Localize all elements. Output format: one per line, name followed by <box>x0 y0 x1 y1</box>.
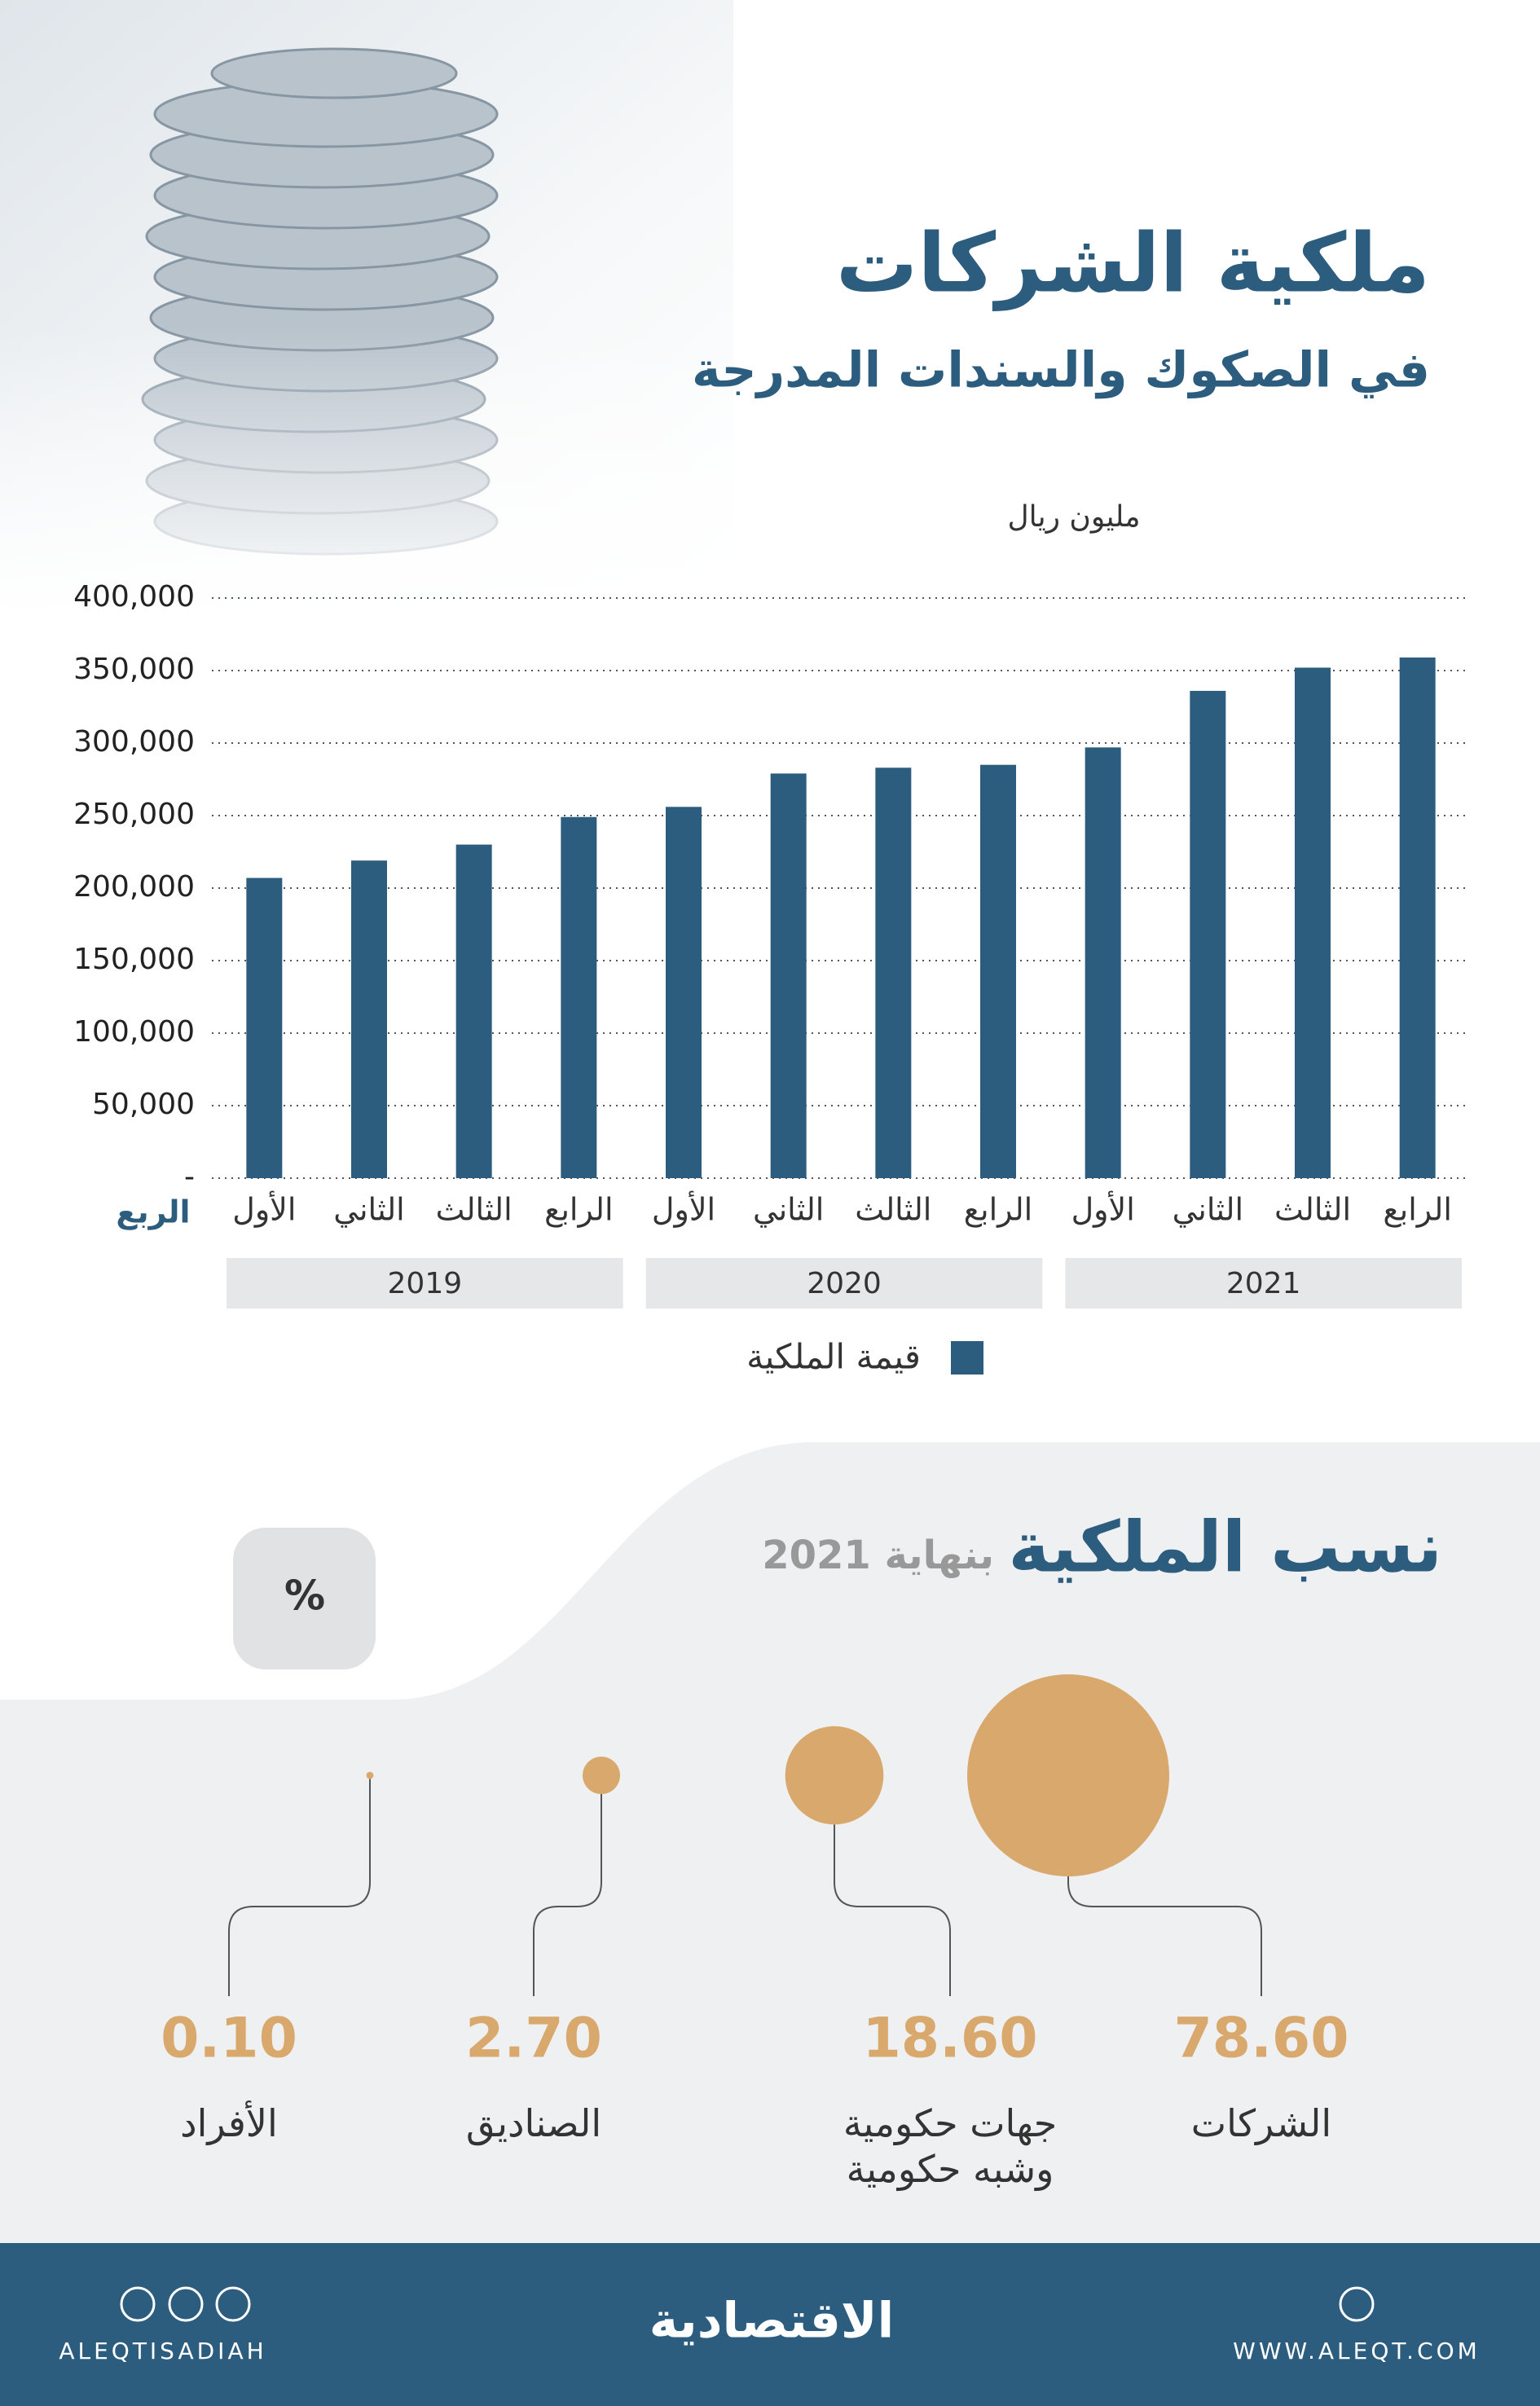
title: ملكية الشركات <box>836 215 1430 311</box>
x-tick-label: الأول <box>232 1190 296 1229</box>
x-axis-label: الربع <box>116 1194 190 1230</box>
website: WWW.ALEQT.COM <box>1233 2338 1481 2364</box>
x-tick-label: الثاني <box>753 1192 824 1228</box>
connector <box>834 1824 951 1996</box>
legend-label: قيمة الملكية <box>746 1337 921 1377</box>
x-tick-label: الأول <box>652 1190 715 1229</box>
section-background <box>0 1442 1540 2243</box>
bar <box>1190 690 1226 1178</box>
x-tick-label: الرابع <box>1383 1192 1451 1229</box>
y-tick-label: 250,000 <box>73 798 195 831</box>
x-tick-label: الثالث <box>1274 1192 1351 1228</box>
x-tick-label: الرابع <box>544 1192 613 1229</box>
x-tick-label: الأول <box>1071 1190 1135 1229</box>
legend-swatch <box>951 1341 983 1375</box>
x-tick-label: الثالث <box>855 1192 931 1228</box>
bar <box>1295 667 1331 1178</box>
bar <box>770 773 807 1178</box>
bubble <box>785 1726 884 1825</box>
bar <box>875 768 912 1178</box>
year-box <box>645 1258 1043 1309</box>
y-tick-label: 150,000 <box>73 943 195 976</box>
bar <box>246 878 283 1178</box>
unit-label: مليون ريال <box>1007 500 1140 534</box>
bubble <box>967 1674 1169 1876</box>
unit-badge <box>233 1528 376 1669</box>
category-label: الأفراد <box>180 2101 278 2145</box>
value-label: 2.70 <box>465 2007 602 2071</box>
y-tick-label: 200,000 <box>73 870 195 904</box>
x-tick-label: الثالث <box>436 1192 513 1228</box>
bubble <box>366 1771 374 1779</box>
connector <box>228 1779 371 1996</box>
category-label: جهات حكومية وشبه حكومية <box>843 2101 1058 2191</box>
connector <box>1067 1876 1262 1996</box>
x-tick-label: الثاني <box>333 1192 404 1228</box>
photo-fade <box>0 326 733 619</box>
y-tick-label: 50,000 <box>92 1088 195 1121</box>
bubble <box>583 1757 620 1794</box>
social-icons <box>120 2286 1375 2322</box>
year-box <box>227 1258 623 1309</box>
unit-badge-text: % <box>284 1572 325 1620</box>
year-label: 2021 <box>1226 1267 1301 1300</box>
y-tick-label: 400,000 <box>73 580 195 614</box>
y-tick-label: 300,000 <box>73 725 195 759</box>
social-handle: ALEQTISADIAH <box>59 2338 266 2364</box>
bar <box>455 844 492 1178</box>
logo: الاقتصادية <box>649 2293 894 2350</box>
year-label: 2019 <box>388 1267 463 1300</box>
bar <box>666 807 702 1178</box>
value-label: 18.60 <box>862 2007 1037 2071</box>
section-title: نسب الملكية <box>1008 1506 1442 1588</box>
year-label: 2020 <box>807 1267 882 1300</box>
y-tick-label: - <box>184 1160 195 1194</box>
x-tick-label: الرابع <box>964 1192 1032 1229</box>
year-box <box>1065 1258 1462 1309</box>
connector <box>533 1793 602 1996</box>
bar <box>980 764 1016 1178</box>
bar <box>1399 657 1436 1178</box>
bar <box>351 860 387 1178</box>
bar <box>1085 747 1121 1178</box>
category-label: الصناديق <box>465 2101 602 2145</box>
section-subtitle: بنهاية 2021 <box>762 1533 994 1578</box>
y-tick-label: 100,000 <box>73 1015 195 1049</box>
x-tick-label: الثاني <box>1173 1192 1243 1228</box>
category-label: الشركات <box>1190 2101 1332 2145</box>
footer <box>0 2243 1540 2406</box>
value-label: 0.10 <box>161 2007 297 2071</box>
subtitle: في الصكوك والسندات المدرجة <box>692 342 1430 399</box>
value-label: 78.60 <box>1173 2007 1349 2071</box>
y-tick-label: 350,000 <box>73 653 195 686</box>
bar <box>561 816 597 1178</box>
